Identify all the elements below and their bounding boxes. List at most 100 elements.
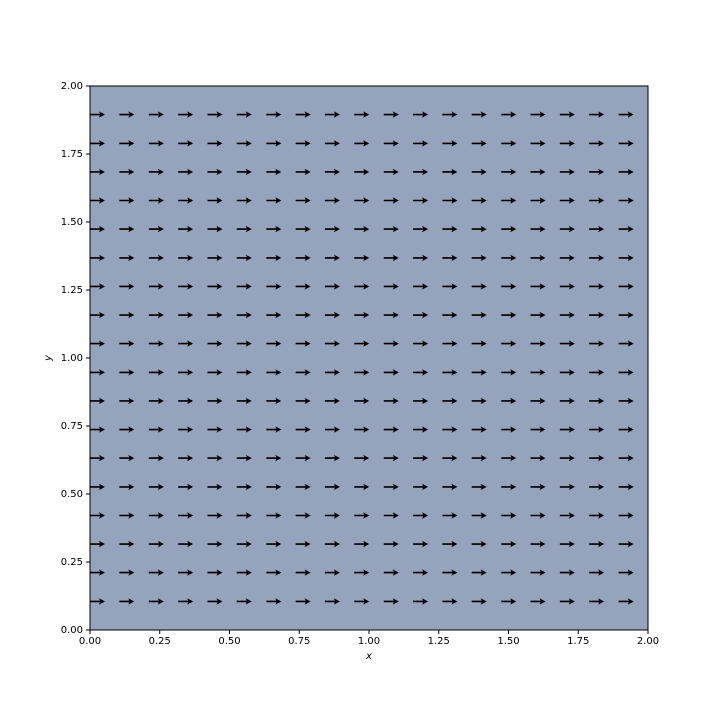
arrow bbox=[559, 397, 575, 405]
arrow bbox=[618, 197, 634, 204]
arrow bbox=[501, 454, 517, 462]
arrow bbox=[442, 426, 458, 433]
arrow bbox=[501, 283, 517, 290]
x-axis-label: x bbox=[365, 651, 372, 662]
x-tick-label: 1.00 bbox=[358, 636, 380, 647]
arrow bbox=[119, 311, 135, 319]
arrow bbox=[207, 426, 223, 433]
arrow bbox=[295, 540, 311, 548]
arrow bbox=[324, 454, 340, 462]
arrow bbox=[354, 340, 370, 347]
arrow bbox=[90, 168, 105, 176]
arrow bbox=[589, 168, 605, 176]
arrow bbox=[148, 483, 164, 491]
arrow bbox=[148, 598, 164, 605]
arrow bbox=[236, 454, 252, 462]
arrow bbox=[413, 340, 429, 347]
arrow bbox=[413, 598, 429, 605]
arrow bbox=[324, 168, 340, 176]
y-tick-label: 0.25 bbox=[61, 557, 83, 568]
arrow bbox=[207, 340, 223, 347]
arrow bbox=[236, 426, 252, 433]
arrow bbox=[236, 254, 252, 262]
arrow bbox=[178, 483, 194, 491]
arrow bbox=[589, 340, 605, 347]
arrow bbox=[266, 168, 282, 176]
arrow bbox=[442, 140, 458, 147]
arrow bbox=[559, 598, 575, 605]
arrow bbox=[178, 168, 194, 176]
arrow bbox=[442, 340, 458, 347]
arrow bbox=[530, 311, 546, 319]
arrow bbox=[148, 426, 164, 433]
arrow bbox=[383, 197, 399, 204]
x-tick-label: 1.75 bbox=[567, 636, 589, 647]
arrow bbox=[178, 540, 194, 548]
arrow bbox=[442, 454, 458, 462]
arrow bbox=[618, 540, 634, 548]
arrow bbox=[236, 283, 252, 290]
arrow bbox=[178, 426, 194, 433]
arrow bbox=[559, 483, 575, 491]
y-tick-label: 1.25 bbox=[61, 285, 83, 296]
arrow bbox=[324, 311, 340, 319]
arrow bbox=[295, 569, 311, 576]
arrow bbox=[471, 426, 487, 433]
arrow bbox=[148, 140, 164, 147]
arrow bbox=[119, 483, 135, 491]
arrow bbox=[471, 197, 487, 204]
arrow bbox=[618, 397, 634, 405]
arrow bbox=[530, 512, 546, 519]
y-axis-label: y bbox=[43, 354, 54, 362]
arrow bbox=[236, 340, 252, 347]
arrow bbox=[589, 540, 605, 548]
arrow bbox=[178, 369, 194, 376]
arrow bbox=[354, 512, 370, 519]
arrow bbox=[324, 569, 340, 576]
arrow bbox=[266, 340, 282, 347]
x-tick-label: 0.00 bbox=[79, 636, 101, 647]
arrow bbox=[90, 340, 105, 347]
arrow bbox=[236, 140, 252, 147]
arrow bbox=[442, 254, 458, 262]
arrow bbox=[530, 540, 546, 548]
arrow bbox=[236, 512, 252, 519]
arrow bbox=[471, 311, 487, 319]
arrow bbox=[295, 483, 311, 491]
arrow bbox=[471, 140, 487, 147]
arrow bbox=[413, 283, 429, 290]
arrow bbox=[442, 397, 458, 405]
arrow bbox=[559, 311, 575, 319]
arrow bbox=[559, 569, 575, 576]
arrow bbox=[383, 225, 399, 233]
arrow bbox=[442, 569, 458, 576]
arrow bbox=[471, 569, 487, 576]
arrow bbox=[119, 540, 135, 548]
arrow bbox=[413, 512, 429, 519]
arrow bbox=[471, 454, 487, 462]
arrow bbox=[207, 454, 223, 462]
arrow bbox=[178, 569, 194, 576]
y-tick-label: 1.00 bbox=[61, 353, 83, 364]
arrow bbox=[90, 111, 105, 118]
arrow bbox=[207, 168, 223, 176]
arrow bbox=[119, 283, 135, 290]
arrow bbox=[266, 311, 282, 319]
arrow bbox=[90, 283, 105, 290]
arrow bbox=[530, 283, 546, 290]
arrow bbox=[559, 454, 575, 462]
arrow bbox=[501, 426, 517, 433]
arrow bbox=[148, 369, 164, 376]
arrow bbox=[413, 569, 429, 576]
arrow bbox=[207, 397, 223, 405]
arrow bbox=[413, 454, 429, 462]
arrow bbox=[236, 225, 252, 233]
arrow bbox=[589, 311, 605, 319]
arrow bbox=[148, 454, 164, 462]
arrow bbox=[413, 111, 429, 118]
arrow bbox=[354, 311, 370, 319]
arrow bbox=[501, 569, 517, 576]
arrow bbox=[119, 111, 135, 118]
arrow bbox=[471, 598, 487, 605]
